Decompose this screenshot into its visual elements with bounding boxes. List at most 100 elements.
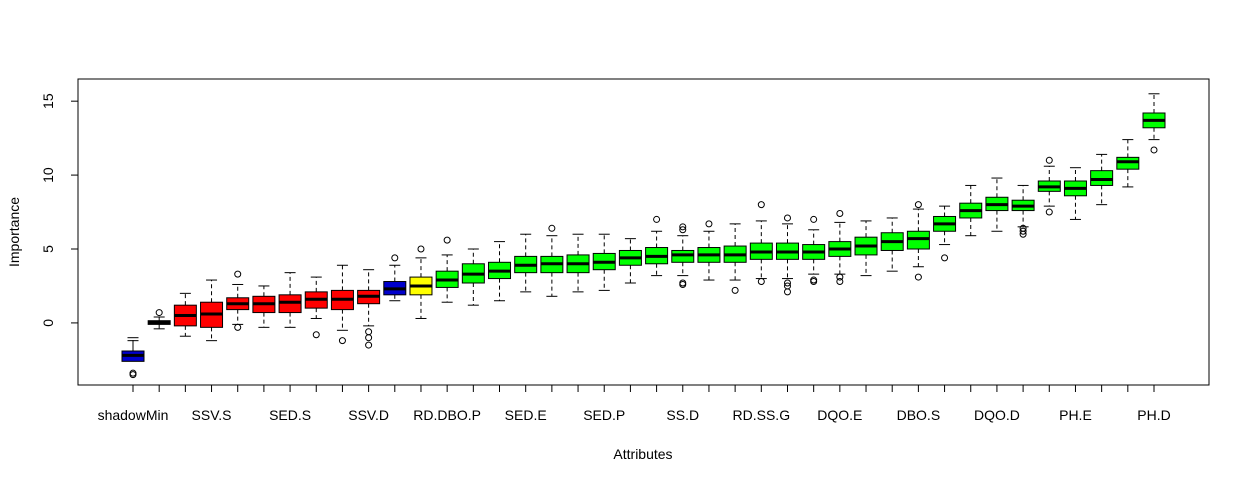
box-39 [1116,139,1140,188]
x-tick-label: DBO.S [897,407,941,423]
outlier-point [365,328,373,336]
x-tick-label: PH.E [1059,407,1092,423]
outlier-point [836,210,844,218]
box-19 [592,233,616,291]
outlier-point [836,278,844,286]
x-axis-title: Attributes [613,446,672,462]
x-tick-label: RD.DBO.P [413,407,481,423]
box-31 [906,201,930,281]
box-14 [461,248,485,306]
box-3 [173,292,197,337]
x-tick-label: SS.D [666,407,699,423]
outlier-point [391,254,399,262]
box-16 [514,233,538,293]
box-28 [828,210,852,286]
x-tick-label: DQO.E [817,407,862,423]
box-6 [252,285,276,328]
outlier-point [155,309,163,317]
box-4 [200,279,224,342]
box-18 [566,233,590,293]
box-27 [802,215,826,286]
outlier-point [731,286,739,294]
box-35 [1011,184,1035,238]
outlier-point [757,278,765,286]
outlier-point [705,220,713,228]
box-22 [671,223,695,288]
box-15 [488,241,512,302]
box-2 [147,309,171,330]
box-17 [540,224,564,297]
y-axis: 0 5 10 15 [40,93,79,327]
x-tick-label: SED.S [269,407,311,423]
box-30 [880,217,904,272]
boxes [121,93,1166,379]
box-32 [933,205,957,262]
outlier-point [810,215,818,223]
outlier-point [312,331,320,339]
box-36 [1037,156,1061,216]
x-tick-label: shadowMin [98,407,169,423]
box-5 [226,270,250,331]
outlier-point [783,288,791,296]
outlier-point [653,215,661,223]
box-9 [330,264,354,345]
box-29 [854,220,878,277]
outlier-point [914,201,922,209]
outlier-point [1019,230,1027,238]
y-axis-title: Importance [6,197,22,267]
outlier-point [914,273,922,281]
box-24 [723,223,747,294]
x-tick-label: SSV.S [192,407,232,423]
box-33 [959,184,983,237]
box-12 [409,245,433,319]
y-tick-label: 0 [40,319,56,327]
box-8 [304,276,328,339]
y-tick-label: 15 [40,93,56,109]
outlier-point [443,236,451,244]
outlier-point [679,226,687,234]
x-tick-label: SED.E [505,407,547,423]
outlier-point [1045,156,1053,164]
outlier-point [338,337,346,345]
outlier-point [783,214,791,222]
x-tick-label: SSV.D [348,407,389,423]
x-tick-label: SED.P [583,407,625,423]
outlier-point [810,278,818,286]
y-tick-label: 5 [40,245,56,253]
box-23 [697,220,721,281]
outlier-point [365,341,373,349]
box-25 [749,201,773,286]
outlier-point [941,254,949,262]
box-38 [1090,153,1114,206]
box-7 [278,272,302,328]
outlier-point [757,201,765,209]
outlier-point [679,223,687,231]
outlier-point [783,279,791,287]
outlier-point [1045,208,1053,216]
box-10 [357,269,381,349]
box-20 [618,238,642,284]
box-37 [1063,167,1087,220]
outlier-point [129,371,137,379]
outlier-point [1150,146,1158,154]
plot-frame [77,78,1210,386]
x-tick-label: RD.SS.G [733,407,791,423]
outlier-point [679,280,687,288]
outlier-point [234,270,242,278]
outlier-point [1019,227,1027,235]
outlier-point [417,245,425,253]
x-axis: shadowMin SSV.S SED.S SSV.D RD.DBO.P SED.E SED… [98,384,1171,423]
box-21 [645,215,669,277]
box-1 [121,337,145,379]
x-tick-label: DQO.D [974,407,1020,423]
y-tick-label: 10 [40,167,56,183]
box-11 [383,254,407,302]
box-26 [775,214,799,296]
outlier-point [365,334,373,342]
outlier-point [836,273,844,281]
box-40 [1142,93,1166,154]
outlier-point [234,323,242,331]
x-tick-label: PH.D [1137,407,1170,423]
box-13 [435,236,459,303]
